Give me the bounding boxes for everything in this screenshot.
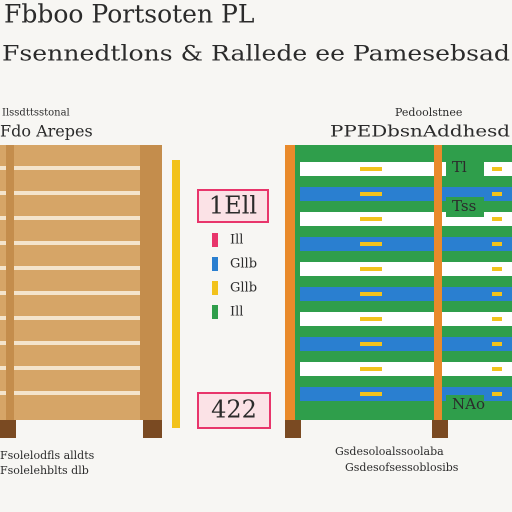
foot [0, 420, 16, 438]
dash [360, 242, 382, 246]
slat-gap [0, 366, 162, 370]
bottom-box-text: 422 [211, 396, 257, 424]
legend-label: Ill [230, 233, 243, 248]
legend-label: Gllb [230, 257, 257, 272]
post [6, 145, 14, 420]
stripe [300, 262, 512, 276]
legend-swatch [212, 305, 218, 319]
title: Fbboo Portsoten PL [4, 0, 254, 29]
dash [492, 192, 502, 196]
plastic-pallet: Tl Tss NAo [285, 145, 512, 438]
slat-gap [0, 316, 162, 320]
stripe [300, 337, 512, 351]
foot [285, 420, 301, 438]
left-caption: Fsolelodfls alldts [0, 449, 95, 462]
bottom-box [197, 392, 271, 429]
top-box [197, 189, 269, 223]
pallet-body [0, 145, 162, 420]
top-box-text: 1Ell [209, 192, 257, 220]
legend-label: Gllb [230, 281, 257, 296]
post [285, 145, 295, 420]
row-label-bg [446, 395, 484, 415]
dash [492, 292, 502, 296]
slat-gap [0, 216, 162, 220]
dash [492, 317, 502, 321]
row-label: NAo [452, 395, 485, 413]
slat-gap [0, 266, 162, 270]
dash [360, 317, 382, 321]
dash [360, 192, 382, 196]
row-label-bg [446, 158, 484, 178]
dash [492, 167, 502, 171]
dash [360, 367, 382, 371]
slat-gap [0, 241, 162, 245]
pallet-body [285, 145, 512, 420]
legend-label: Ill [230, 305, 243, 320]
stripe [300, 312, 512, 326]
right-label: PPEDbsnAddhesd [330, 122, 510, 141]
slat-gap [0, 191, 162, 195]
row-label-bg [446, 197, 484, 217]
left-caption: Fsolelehblts dlb [0, 464, 89, 477]
legend: Ill Gllb Gllb Ill [212, 233, 257, 320]
dash [360, 292, 382, 296]
dash [492, 267, 502, 271]
subtitle: Fsennedtlons & Rallede ee Pamesebsad [2, 42, 510, 66]
dash [360, 267, 382, 271]
yellow-bar [172, 160, 180, 428]
legend-swatch [212, 257, 218, 271]
legend-swatch [212, 281, 218, 295]
left-label: Fdo Arepes [0, 122, 93, 141]
right-label-top: Pedoolstnee [395, 106, 462, 119]
row-label: Tl [452, 158, 467, 176]
dash [360, 167, 382, 171]
foot [143, 420, 162, 438]
slat-gap [0, 391, 162, 395]
dash [492, 242, 502, 246]
slat-gap [0, 166, 162, 170]
stripe [300, 362, 512, 376]
post [434, 145, 442, 420]
slat-gap [0, 291, 162, 295]
slat-gap [0, 341, 162, 345]
dash [492, 217, 502, 221]
dash [492, 392, 502, 396]
dash [492, 367, 502, 371]
dash [360, 342, 382, 346]
dash [360, 217, 382, 221]
foot [432, 420, 448, 438]
stripe [300, 287, 512, 301]
stripe [300, 237, 512, 251]
right-caption: Gsdesoloalssoolaba [335, 445, 444, 458]
right-caption: Gsdesofsessoblosibs [345, 461, 459, 474]
legend-swatch [212, 233, 218, 247]
left-label-top: Ilssdttsstonal [2, 108, 70, 119]
dash [492, 342, 502, 346]
post [140, 145, 162, 420]
row-label: Tss [452, 197, 476, 215]
dash [360, 392, 382, 396]
wood-pallet [0, 145, 162, 438]
